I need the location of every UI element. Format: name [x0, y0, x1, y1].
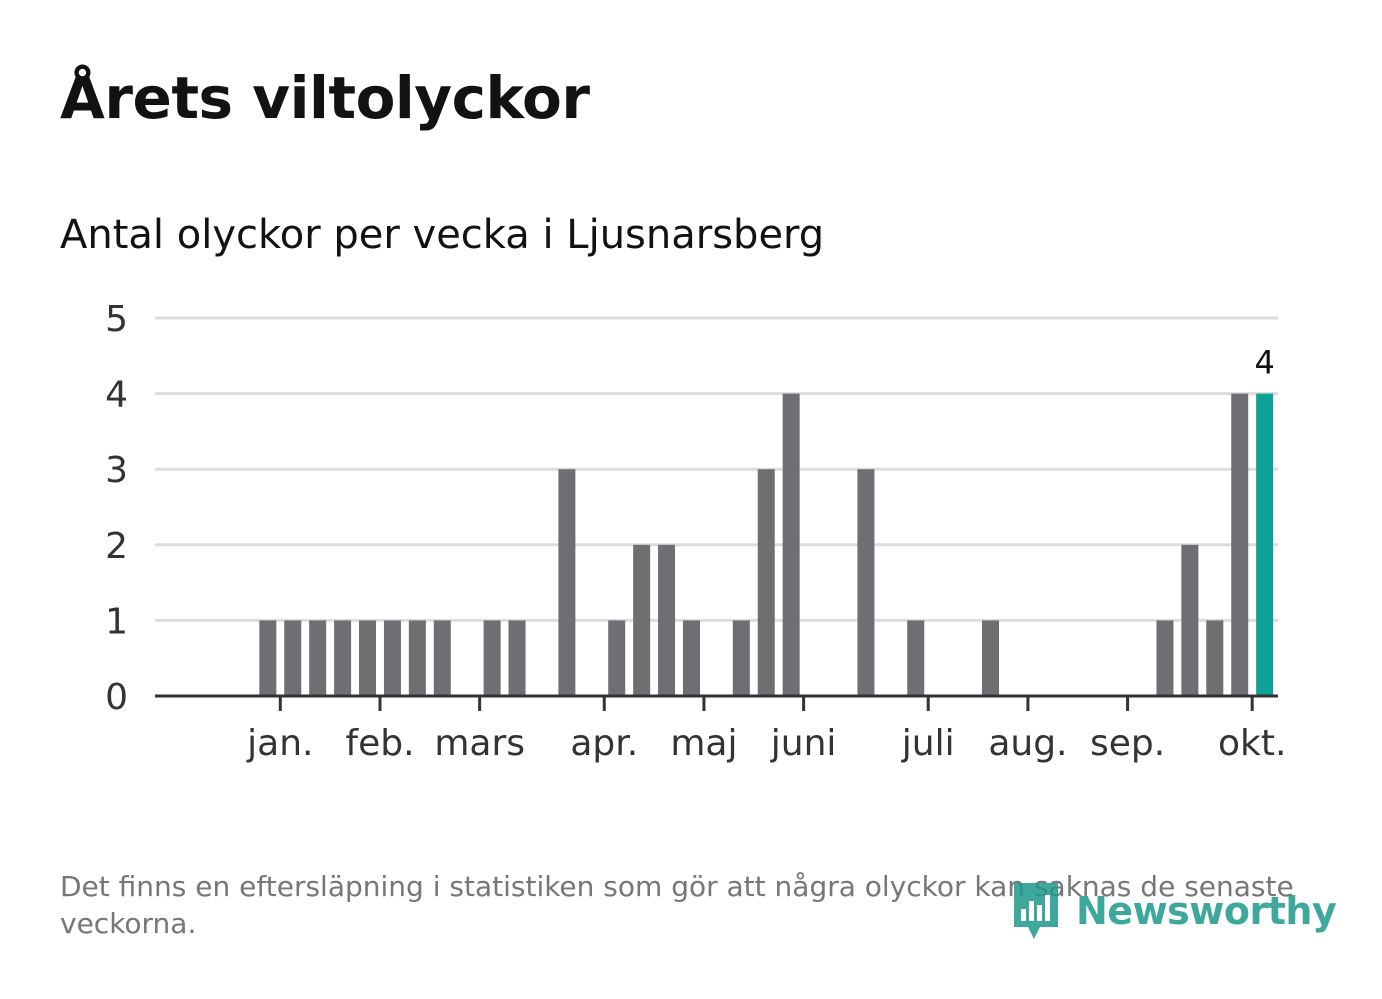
bar [907, 620, 925, 696]
x-tick-label: maj [670, 723, 737, 764]
x-axis [155, 694, 1278, 711]
bar [757, 469, 775, 696]
bar [682, 620, 700, 696]
y-axis-labels: 0 1 2 3 4 5 [105, 299, 128, 718]
bar [309, 620, 327, 696]
bar [633, 544, 651, 696]
x-tick-label: okt. [1218, 723, 1286, 764]
bar [433, 620, 451, 696]
bar [359, 620, 377, 696]
annotations: 4 [1254, 344, 1274, 382]
brand-name: Newsworthy [1076, 889, 1337, 933]
x-tick-label: apr. [570, 723, 638, 764]
x-tick-label: juli [901, 723, 955, 764]
x-tick-label: jan. [246, 723, 313, 764]
bar [1181, 544, 1199, 696]
x-tick-label: mars [434, 723, 525, 764]
bar [658, 544, 676, 696]
bar [383, 620, 401, 696]
bar [732, 620, 750, 696]
bar [857, 469, 875, 696]
y-tick-label: 0 [105, 677, 128, 718]
newsworthy-logo-icon [1014, 883, 1058, 939]
grid-lines [155, 316, 1278, 622]
bar [1231, 393, 1249, 696]
x-tick-label: feb. [345, 723, 414, 764]
chart-title: Årets viltolyckor [60, 64, 590, 132]
y-tick-label: 5 [105, 299, 128, 340]
y-tick-label: 4 [105, 375, 128, 416]
brand-logo: Newsworthy [1010, 876, 1337, 946]
bar [982, 620, 1000, 696]
x-tick-label: aug. [988, 723, 1067, 764]
y-tick-label: 2 [105, 526, 128, 567]
bar [334, 620, 352, 696]
highlight-value-label: 4 [1254, 344, 1274, 382]
bar [1156, 620, 1174, 696]
bar [483, 620, 501, 696]
y-tick-label: 1 [105, 601, 128, 642]
bars [259, 393, 1274, 696]
x-tick-label: sep. [1090, 723, 1165, 764]
chart-subtitle: Antal olyckor per vecka i Ljusnarsberg [60, 212, 825, 258]
bar [558, 469, 576, 696]
bar [782, 393, 800, 696]
bar-highlight [1256, 393, 1274, 696]
footnote: Det finns en eftersläpning i statistiken… [60, 870, 1294, 940]
bar [608, 620, 626, 696]
y-tick-label: 3 [105, 450, 128, 491]
bar [284, 620, 302, 696]
bar [508, 620, 526, 696]
bar [408, 620, 426, 696]
x-axis-labels: jan. feb. mars apr. maj juni juli aug. sep. okt. [246, 723, 1286, 764]
x-tick-label: juni [770, 723, 837, 764]
bar [259, 620, 277, 696]
bar [1206, 620, 1224, 696]
